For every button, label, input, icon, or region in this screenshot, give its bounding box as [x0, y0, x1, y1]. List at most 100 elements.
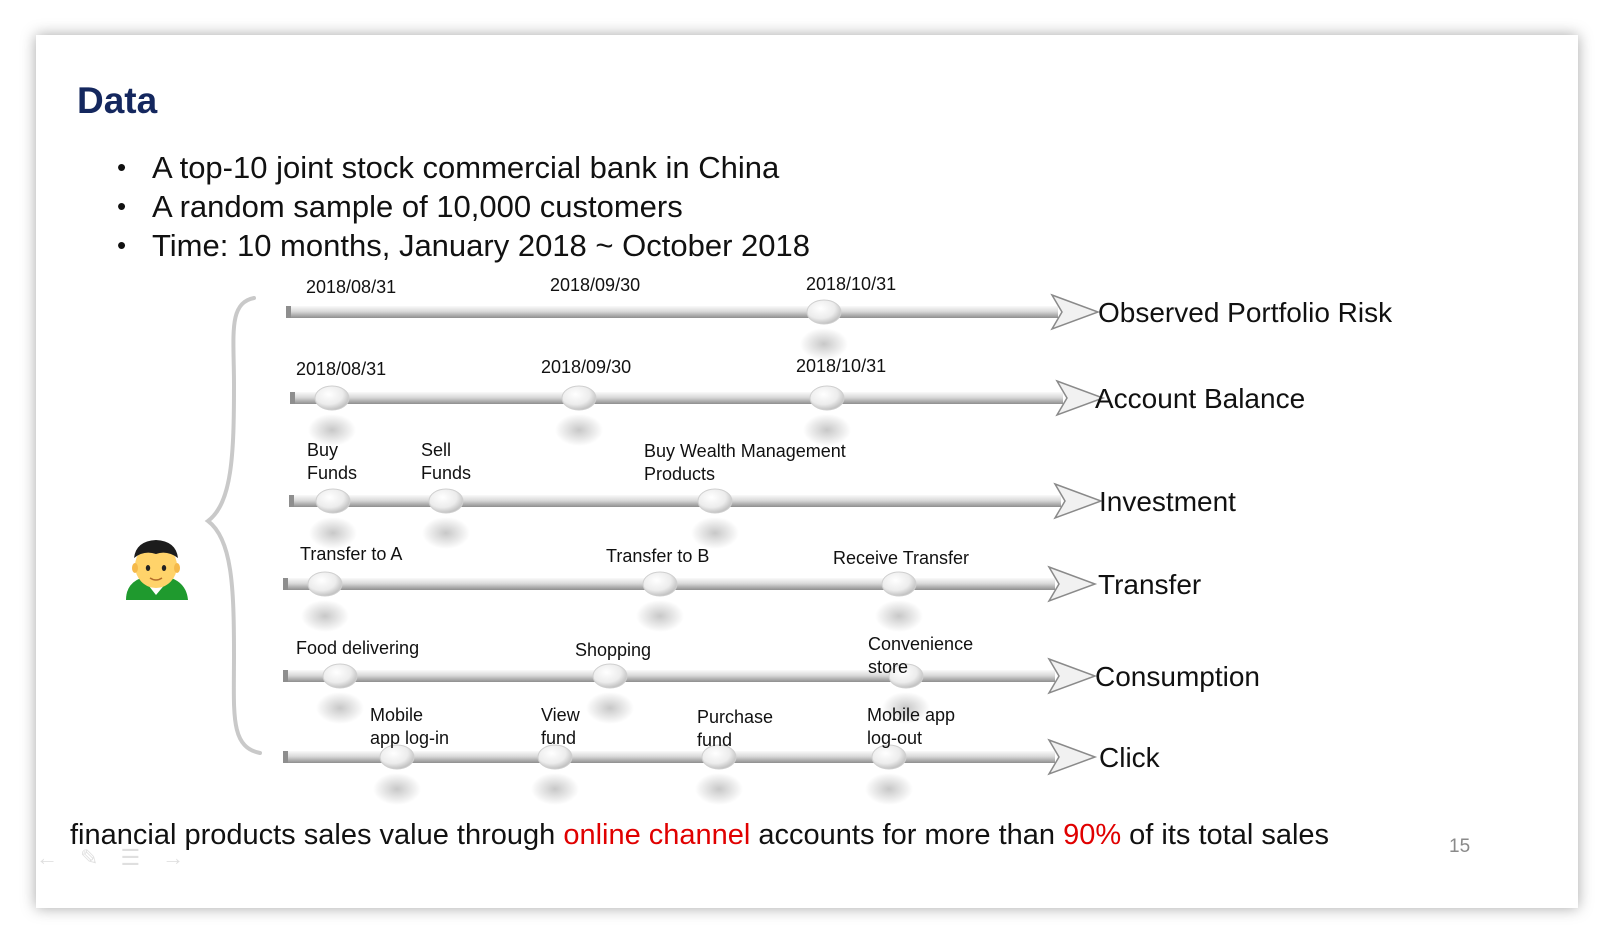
event-marker	[537, 744, 573, 770]
event-label: Buy Wealth Management Products	[644, 441, 846, 484]
event-shadow	[301, 600, 349, 632]
timeline: Food delivering Shopping Convenience store C…	[283, 634, 1260, 724]
event-shadow	[875, 600, 923, 632]
event-marker	[806, 299, 842, 325]
event-label: 2018/10/31	[796, 356, 886, 376]
event-label: Mobile app log-out	[867, 705, 955, 748]
event-shadow	[531, 773, 579, 805]
event-marker	[871, 744, 907, 770]
event-marker	[322, 663, 358, 689]
curly-brace	[204, 296, 262, 755]
timeline-axis-cap	[289, 495, 294, 507]
timeline-arrow-head	[1055, 379, 1106, 417]
event-marker	[314, 385, 350, 411]
timeline-axis-cap	[283, 751, 288, 763]
timeline-axis-cap	[283, 670, 288, 682]
page-number: 15	[1449, 836, 1471, 857]
event-shadow	[309, 517, 357, 549]
timeline-axis	[283, 670, 1055, 682]
bullet-list: A top-10 joint stock commercial bank in …	[76, 148, 810, 265]
event-marker	[428, 488, 464, 514]
event-label: 2018/09/30	[541, 357, 631, 377]
timelines-group: 2018/08/31 2018/09/30 2018/10/31 Observed P…	[283, 274, 1393, 805]
event-label: Purchase fund	[697, 707, 773, 750]
event-shadow	[316, 692, 364, 724]
timeline-label: Click	[1099, 742, 1161, 773]
event-marker	[697, 488, 733, 514]
event-label: Convenience store	[868, 634, 973, 677]
event-marker	[881, 571, 917, 597]
previous-slide-icon[interactable]: ←	[36, 845, 58, 870]
event-marker	[701, 744, 737, 770]
event-label: View fund	[541, 705, 581, 748]
pen-icon[interactable]: ✎	[80, 845, 99, 870]
bullet-item: A random sample of 10,000 customers	[76, 187, 810, 226]
event-marker	[809, 385, 845, 411]
event-marker	[307, 571, 343, 597]
timeline-arrow-head	[1047, 657, 1098, 695]
timeline-arrow-head	[1050, 293, 1101, 331]
event-label: Receive Transfer	[833, 548, 969, 568]
footer-text-part: financial products sales value through	[70, 819, 564, 851]
event-marker	[315, 488, 351, 514]
event-label: 2018/08/31	[306, 277, 396, 297]
timeline-label: Observed Portfolio Risk	[1098, 297, 1393, 328]
presentation-controls[interactable]: ← ✎ ☰ →	[36, 845, 184, 871]
event-marker	[379, 744, 415, 770]
event-marker	[642, 571, 678, 597]
event-shadow	[555, 414, 603, 446]
timeline-axis	[286, 306, 1058, 318]
footer-highlight: online channel	[563, 819, 751, 851]
bullet-item: A top-10 joint stock commercial bank in …	[76, 148, 810, 187]
event-label: Buy Funds	[307, 440, 357, 483]
timeline-arrow-head	[1047, 738, 1098, 776]
event-marker	[592, 663, 628, 689]
footer-text-part: accounts for more than	[750, 819, 1064, 851]
event-label: Transfer to A	[300, 544, 402, 564]
bullet-item: Time: 10 months, January 2018 ~ October …	[76, 226, 810, 265]
slide-title: Data	[77, 80, 158, 121]
timeline-axis	[283, 751, 1055, 763]
timeline: Mobile app log-in View fund Purchase fund Mobi…	[283, 705, 1161, 805]
timeline-axis-cap	[286, 306, 291, 318]
event-label: 2018/09/30	[550, 275, 640, 295]
footer-text: financial products sales value through o…	[70, 819, 1329, 852]
person-icon	[126, 540, 188, 600]
event-shadow	[308, 414, 356, 446]
event-label: Shopping	[575, 640, 651, 660]
timeline-arrow-head	[1047, 565, 1098, 603]
event-label: Sell Funds	[421, 440, 471, 483]
event-marker	[888, 663, 924, 689]
timeline-label: Transfer	[1098, 569, 1201, 600]
menu-icon[interactable]: ☰	[120, 845, 141, 870]
footer-highlight: 90%	[1063, 819, 1122, 851]
timeline: 2018/08/31 2018/09/30 2018/10/31 Observed P…	[286, 274, 1393, 360]
timeline-label: Investment	[1099, 486, 1236, 517]
timeline: Transfer to A Transfer to B Receive Transf…	[283, 544, 1201, 632]
event-label: Transfer to B	[606, 546, 709, 566]
timeline-arrow-head	[1053, 482, 1104, 520]
event-shadow	[373, 773, 421, 805]
event-shadow	[865, 773, 913, 805]
timeline: 2018/08/31 2018/09/30 2018/10/31 Account Ba…	[290, 356, 1305, 446]
event-shadow	[803, 414, 851, 446]
event-shadow	[695, 773, 743, 805]
next-slide-icon[interactable]: →	[162, 845, 185, 870]
event-label: 2018/10/31	[806, 274, 896, 294]
event-label: Mobile app log-in	[370, 705, 449, 748]
event-shadow	[882, 692, 930, 724]
timeline-axis	[289, 495, 1061, 507]
timeline-axis-cap	[290, 392, 295, 404]
event-label: Food delivering	[296, 638, 419, 658]
event-shadow	[422, 517, 470, 549]
timeline-axis-cap	[283, 578, 288, 590]
footer-text-part: of its total sales	[1121, 819, 1330, 851]
timeline-label: Account Balance	[1095, 383, 1305, 414]
event-shadow	[586, 692, 634, 724]
timeline: Buy Funds Sell Funds Buy Wealth Management Pr…	[289, 440, 1236, 549]
event-marker	[561, 385, 597, 411]
slide: Data A top-10 joint stock commercial ban…	[36, 35, 1578, 908]
event-shadow	[691, 517, 739, 549]
event-label: 2018/08/31	[296, 359, 386, 379]
timeline-label: Consumption	[1095, 661, 1260, 692]
